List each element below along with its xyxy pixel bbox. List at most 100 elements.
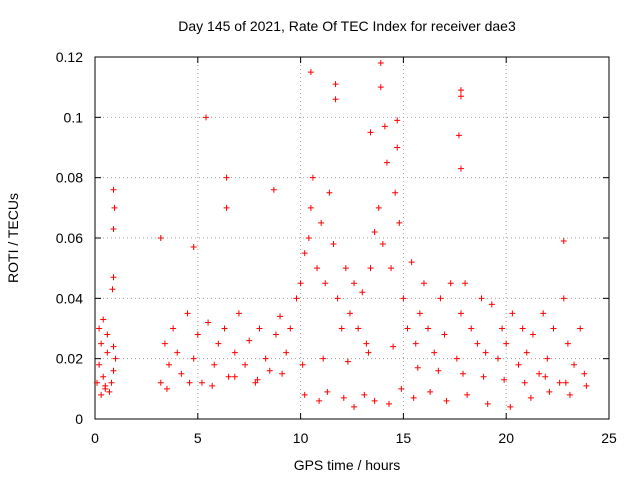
data-point-0-23 — [166, 361, 173, 368]
x-tick-label-2: 10 — [293, 430, 309, 446]
data-point-0-152 — [209, 382, 216, 389]
data-point-0-68 — [371, 228, 378, 235]
x-tick-label-1: 5 — [194, 430, 202, 446]
data-point-0-144 — [464, 391, 471, 398]
data-point-0-165 — [501, 376, 508, 383]
data-point-0-117 — [332, 81, 339, 88]
data-point-0-81 — [425, 325, 432, 332]
data-point-0-10 — [100, 316, 107, 323]
data-point-0-124 — [394, 117, 401, 124]
data-point-0-60 — [338, 325, 345, 332]
data-point-0-43 — [266, 367, 273, 374]
data-point-0-52 — [307, 204, 314, 211]
data-point-0-156 — [299, 361, 306, 368]
data-point-0-36 — [231, 349, 238, 356]
data-point-0-94 — [494, 355, 501, 362]
data-point-0-62 — [346, 310, 353, 317]
data-point-0-108 — [564, 340, 571, 347]
data-point-0-127 — [455, 132, 462, 139]
data-point-0-99 — [519, 325, 526, 332]
data-point-0-123 — [394, 144, 401, 151]
data-point-0-97 — [509, 310, 516, 317]
data-point-0-31 — [205, 319, 212, 326]
data-point-0-44 — [272, 331, 279, 338]
data-point-0-140 — [398, 385, 405, 392]
data-point-0-19 — [111, 204, 118, 211]
data-point-0-9 — [96, 325, 103, 332]
data-point-0-145 — [484, 400, 491, 407]
y-tick-label-3: 0.06 — [56, 230, 83, 246]
data-point-0-130 — [157, 235, 164, 241]
data-point-0-38 — [242, 361, 249, 368]
data-point-0-164 — [480, 373, 487, 380]
data-points — [94, 60, 590, 410]
data-point-0-160 — [390, 343, 397, 350]
data-point-0-103 — [540, 310, 547, 317]
y-tick-label-2: 0.04 — [56, 290, 83, 306]
data-point-0-1 — [96, 361, 103, 368]
data-point-0-83 — [437, 295, 444, 302]
data-point-0-166 — [521, 379, 528, 386]
data-point-0-88 — [462, 280, 469, 287]
data-point-0-91 — [478, 295, 485, 302]
data-point-0-149 — [566, 391, 573, 398]
data-point-0-45 — [277, 313, 284, 320]
data-point-0-74 — [396, 219, 403, 226]
y-tick-label-4: 0.08 — [56, 170, 83, 186]
data-point-0-111 — [581, 370, 588, 377]
data-point-0-90 — [474, 340, 481, 347]
data-point-0-76 — [404, 325, 411, 332]
data-point-0-112 — [203, 114, 210, 121]
data-point-0-71 — [383, 159, 390, 166]
data-point-0-59 — [334, 295, 341, 302]
data-point-0-0 — [94, 379, 101, 386]
data-point-0-136 — [351, 403, 358, 410]
data-point-0-55 — [318, 219, 325, 226]
data-point-0-87 — [457, 310, 464, 317]
x-tick-label-0: 0 — [91, 430, 99, 446]
data-point-0-58 — [330, 241, 337, 248]
data-point-0-116 — [307, 69, 314, 76]
data-point-0-54 — [314, 265, 321, 272]
data-point-0-113 — [223, 174, 230, 181]
data-point-0-27 — [184, 310, 191, 317]
data-point-0-114 — [223, 204, 230, 211]
data-point-0-110 — [577, 325, 584, 332]
data-point-0-51 — [305, 235, 312, 241]
data-point-0-118 — [332, 96, 339, 103]
data-point-0-157 — [320, 355, 327, 362]
y-tick-label-1: 0.02 — [56, 351, 83, 367]
data-point-0-142 — [427, 388, 434, 395]
data-point-0-169 — [583, 382, 590, 389]
data-point-0-11 — [104, 331, 111, 338]
data-point-0-30 — [198, 379, 205, 386]
data-point-0-72 — [388, 265, 395, 272]
data-point-0-37 — [235, 310, 242, 317]
data-point-0-101 — [529, 331, 536, 338]
data-point-0-143 — [443, 397, 450, 404]
data-point-0-48 — [293, 295, 300, 302]
data-point-0-75 — [400, 295, 407, 302]
data-point-0-93 — [488, 301, 495, 308]
data-point-0-104 — [544, 355, 551, 362]
y-tick-labels: 0 0.02 0.04 0.06 0.08 0.1 0.12 — [56, 49, 83, 427]
data-point-0-26 — [178, 370, 185, 377]
data-point-0-29 — [194, 331, 201, 338]
data-point-0-18 — [110, 225, 117, 232]
data-point-0-41 — [256, 325, 263, 332]
data-point-0-80 — [420, 280, 427, 287]
data-point-0-64 — [355, 325, 362, 332]
data-point-0-138 — [371, 397, 378, 404]
chart-title: Day 145 of 2021, Rate Of TEC Index for r… — [178, 18, 516, 34]
data-point-0-168 — [562, 379, 569, 386]
data-point-0-34 — [221, 325, 228, 332]
data-point-0-151 — [186, 379, 193, 386]
data-point-0-119 — [367, 129, 374, 136]
data-point-0-66 — [363, 340, 370, 347]
data-point-0-22 — [161, 340, 168, 347]
data-point-0-35 — [225, 373, 232, 380]
data-point-0-65 — [359, 289, 366, 296]
data-point-0-7 — [110, 367, 117, 374]
data-point-0-77 — [408, 259, 415, 266]
